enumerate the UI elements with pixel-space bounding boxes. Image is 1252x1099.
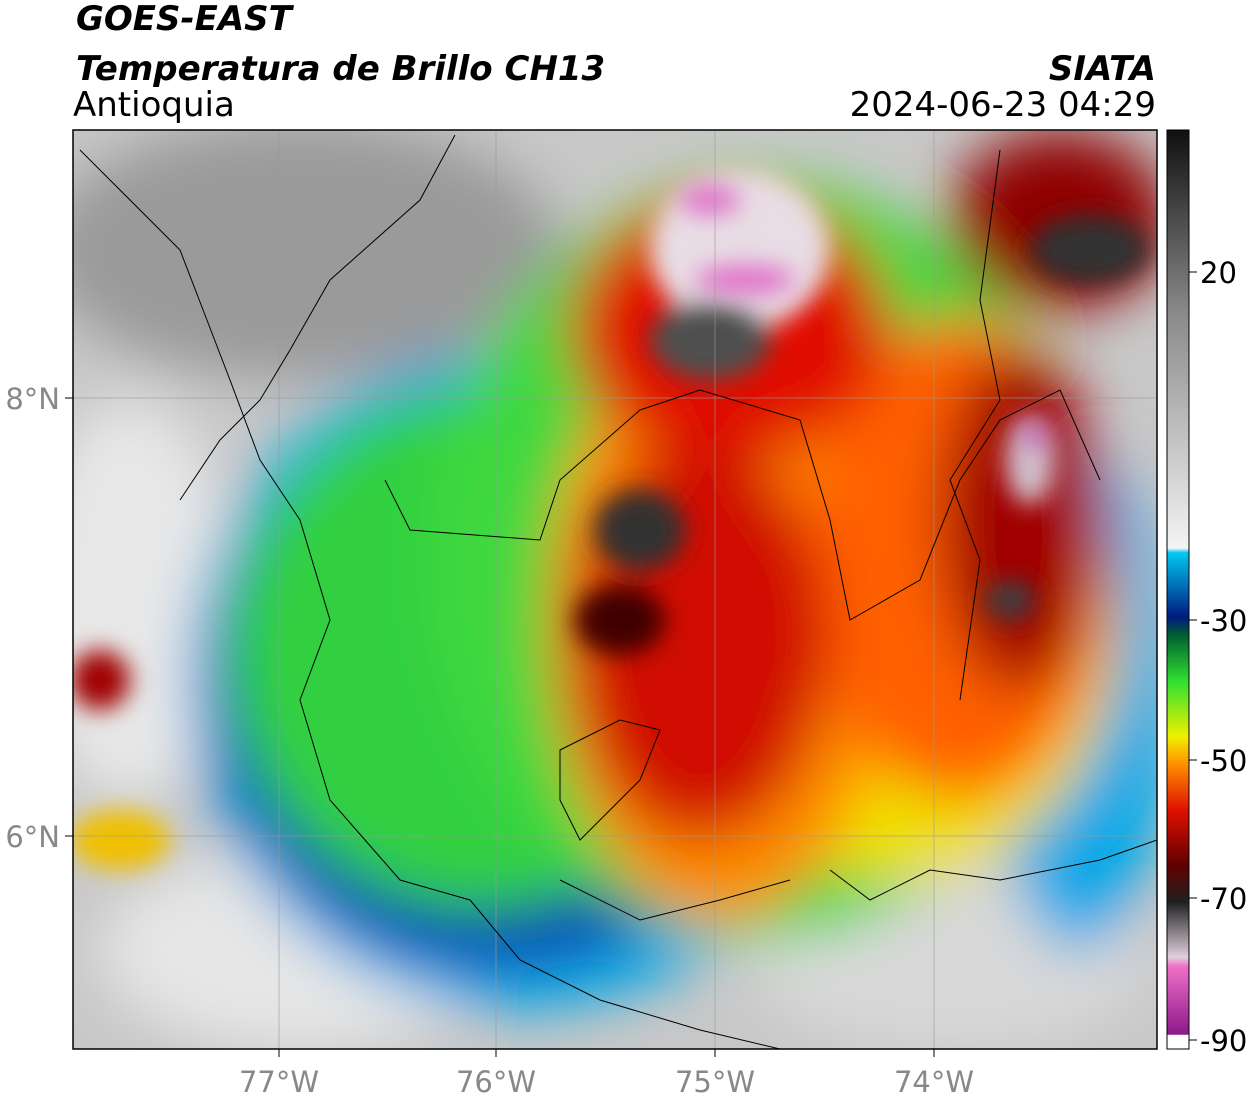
lon-tick-label: 76°W [456, 1065, 536, 1099]
satellite-image [73, 130, 1157, 1049]
colorbar [1166, 129, 1190, 1050]
title: GOES-EAST [76, 0, 295, 39]
colorbar-tick-label: -70 [1200, 882, 1247, 916]
colorbar-tick-label: -50 [1200, 744, 1247, 778]
lon-tick-label: 75°W [675, 1065, 755, 1099]
source: SIATA [1049, 49, 1156, 89]
lon-tick-label: 74°W [894, 1065, 974, 1099]
region: Antioquia [73, 85, 235, 125]
map-frame [72, 129, 1158, 1050]
colorbar-tick-label: -30 [1200, 604, 1247, 638]
colorbar-tick-label: -90 [1200, 1024, 1247, 1058]
colorbar-tick-label: 20 [1200, 256, 1237, 290]
subtitle: Temperatura de Brillo CH13 [76, 49, 605, 89]
lon-tick-label: 77°W [239, 1065, 319, 1099]
lat-tick-label: 6°N [5, 820, 60, 854]
timestamp: 2024-06-23 04:29 [850, 85, 1156, 125]
lat-tick-label: 8°N [5, 382, 60, 416]
